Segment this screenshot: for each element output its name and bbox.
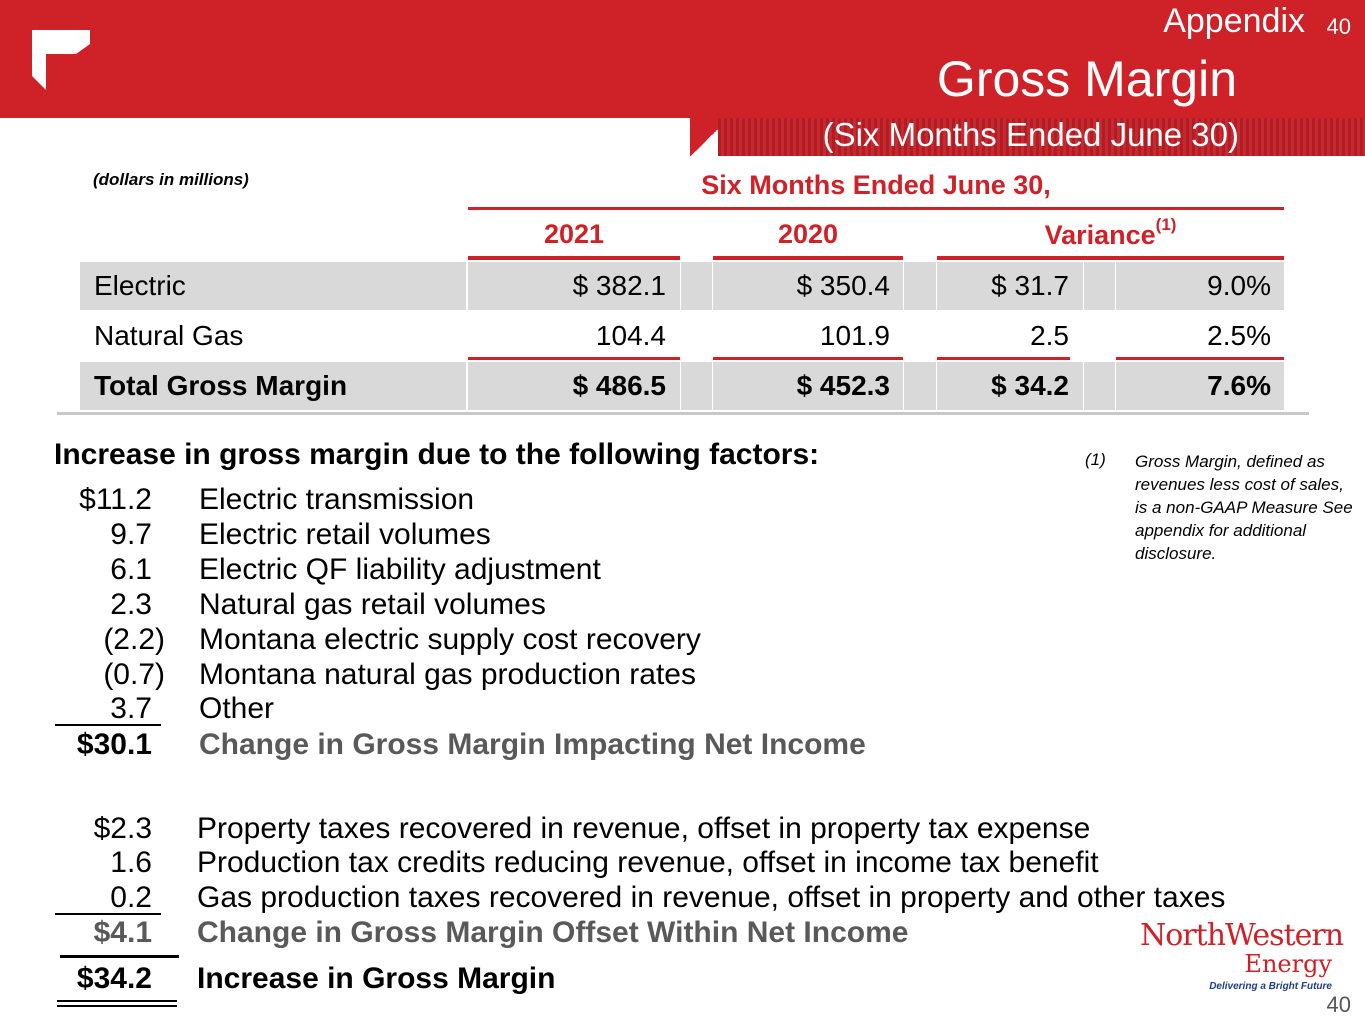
row-label: Natural Gas (94, 320, 244, 351)
section-label: Appendix (1163, 2, 1305, 40)
grand-total-label: Increase in Gross Margin (197, 962, 556, 995)
subtotal-underline (55, 724, 161, 726)
table-row-natural-gas: Natural Gas 104.4 101.9 2.5 2.5% (80, 312, 1284, 360)
column-rule-2021 (468, 256, 680, 260)
double-underline-top (57, 1000, 177, 1002)
cell-2021: $ 486.5 (572, 370, 666, 401)
logo-tagline: Delivering a Bright Future (1209, 981, 1332, 992)
units-note: (dollars in millions) (93, 170, 249, 189)
subtotal-amount: $30.1 (76, 728, 152, 761)
column-rule-variance (937, 256, 1284, 260)
table-row-total: Total Gross Margin $ 486.5 $ 452.3 $ 34.… (80, 362, 1284, 410)
row-label: Electric (94, 270, 186, 301)
table-row-electric: Electric $ 382.1 $ 350.4 $ 31.7 9.0% (80, 262, 1284, 310)
total-rule-variance-amount (937, 357, 1070, 360)
subtotal-label: Change in Gross Margin Impacting Net Inc… (199, 728, 866, 761)
offset-label: Gas production taxes recovered in revenu… (197, 881, 1226, 914)
grand-total-rule (60, 955, 179, 958)
total-rule-2021 (468, 357, 680, 360)
cell-2020: 101.9 (819, 320, 890, 351)
northwestern-energy-logo: NorthWestern Energy Delivering a Bright … (1136, 918, 1344, 998)
page-title: Gross Margin (936, 51, 1237, 107)
factor-label: Electric retail volumes (199, 518, 491, 551)
variance-label: Variance (1044, 220, 1156, 250)
factors-heading: Increase in gross margin due to the foll… (54, 438, 820, 471)
column-header-variance: Variance(1) (937, 215, 1284, 251)
factor-label: Natural gas retail volumes (199, 588, 546, 621)
cell-variance-amount: 2.5 (1030, 320, 1069, 351)
offset-amount: 1.6 (110, 846, 152, 879)
column-rule-2020 (713, 256, 903, 260)
factor-amount: 6.1 (110, 553, 152, 586)
offset-underline (55, 913, 161, 915)
grand-total-amount: $34.2 (76, 962, 152, 995)
cell-variance-amount: $ 34.2 (991, 370, 1069, 401)
variance-footnote-ref: (1) (1155, 215, 1177, 234)
column-header-2021: 2021 (543, 219, 605, 249)
total-rule-variance-percent (1116, 357, 1284, 360)
table-bottom-rule (57, 412, 1309, 415)
factor-amount: 9.7 (110, 518, 152, 551)
offset-amount: $2.3 (93, 812, 152, 845)
period-heading: Six Months Ended June 30, (701, 170, 1051, 200)
factor-amount: (2.2) (103, 623, 165, 656)
cell-2020: $ 452.3 (796, 370, 890, 401)
offset-label: Production tax credits reducing revenue,… (197, 846, 1099, 879)
row-label: Total Gross Margin (94, 370, 348, 401)
cell-2020: $ 350.4 (796, 270, 890, 301)
cell-2021: 104.4 (595, 320, 666, 351)
footnote-mark: (1) (1085, 450, 1106, 469)
cell-variance-amount: $ 31.7 (991, 270, 1069, 301)
offset-label: Property taxes recovered in revenue, off… (197, 812, 1091, 845)
offset-amount: 0.2 (110, 881, 152, 914)
factor-amount: 2.3 (110, 588, 152, 621)
cell-variance-percent: 2.5% (1207, 320, 1271, 351)
page-number-top: 40 (1326, 14, 1351, 39)
cell-variance-percent: 7.6% (1207, 370, 1271, 401)
factor-label: Electric QF liability adjustment (199, 553, 601, 586)
factor-label: Montana electric supply cost recovery (199, 623, 701, 656)
footnote-text: Gross Margin, defined as revenues less c… (1135, 452, 1353, 563)
factor-amount: $11.2 (79, 483, 152, 516)
page-number-bottom: 40 (1326, 992, 1351, 1017)
factor-label: Montana natural gas production rates (199, 658, 696, 691)
corner-bracket-icon (32, 30, 90, 90)
factor-amount: (0.7) (103, 658, 165, 691)
factor-amount: 3.7 (110, 692, 152, 725)
cell-variance-percent: 9.0% (1207, 270, 1271, 301)
column-header-2020: 2020 (777, 219, 839, 249)
factor-label: Electric transmission (199, 483, 475, 516)
offset-total-label: Change in Gross Margin Offset Within Net… (197, 916, 909, 949)
period-rule (468, 207, 1284, 210)
logo-name: NorthWestern (1140, 918, 1344, 953)
logo-sub: Energy (1244, 950, 1332, 978)
header-band (0, 0, 1365, 118)
total-rule-2020 (713, 357, 903, 360)
page-subtitle: (Six Months Ended June 30) (822, 116, 1239, 153)
offset-total-amount: $4.1 (93, 916, 152, 949)
double-underline-bottom (57, 1005, 177, 1007)
header-stripe (718, 118, 1365, 156)
factor-label: Other (199, 692, 275, 725)
cell-2021: $ 382.1 (572, 270, 666, 301)
